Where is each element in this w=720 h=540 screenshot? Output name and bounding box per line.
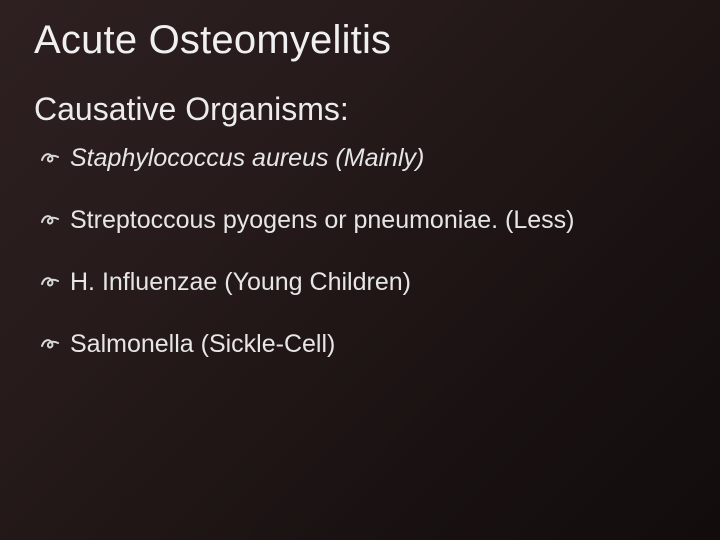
flourish-icon <box>40 210 60 228</box>
slide-subtitle: Causative Organisms: <box>34 91 686 128</box>
slide: Acute Osteomyelitis Causative Organisms:… <box>0 0 720 540</box>
bullet-text: H. Influenzae (Young Children) <box>70 266 411 298</box>
flourish-icon <box>40 148 60 166</box>
bullet-text: Staphylococcus aureus (Mainly) <box>70 142 424 174</box>
slide-title: Acute Osteomyelitis <box>34 18 686 63</box>
list-item: H. Influenzae (Young Children) <box>40 266 686 298</box>
bullet-italic-prefix: Staphylococcus aureus <box>70 144 328 172</box>
bullet-text: Streptoccous pyogens or pneumoniae. (Les… <box>70 204 574 236</box>
bullet-list: Staphylococcus aureus (Mainly) Streptocc… <box>34 142 686 360</box>
list-item: Staphylococcus aureus (Mainly) <box>40 142 686 174</box>
bullet-text: Salmonella (Sickle-Cell) <box>70 328 335 360</box>
list-item: Streptoccous pyogens or pneumoniae. (Les… <box>40 204 686 236</box>
bullet-rest: (Mainly) <box>328 144 424 172</box>
list-item: Salmonella (Sickle-Cell) <box>40 328 686 360</box>
flourish-icon <box>40 334 60 352</box>
flourish-icon <box>40 272 60 290</box>
